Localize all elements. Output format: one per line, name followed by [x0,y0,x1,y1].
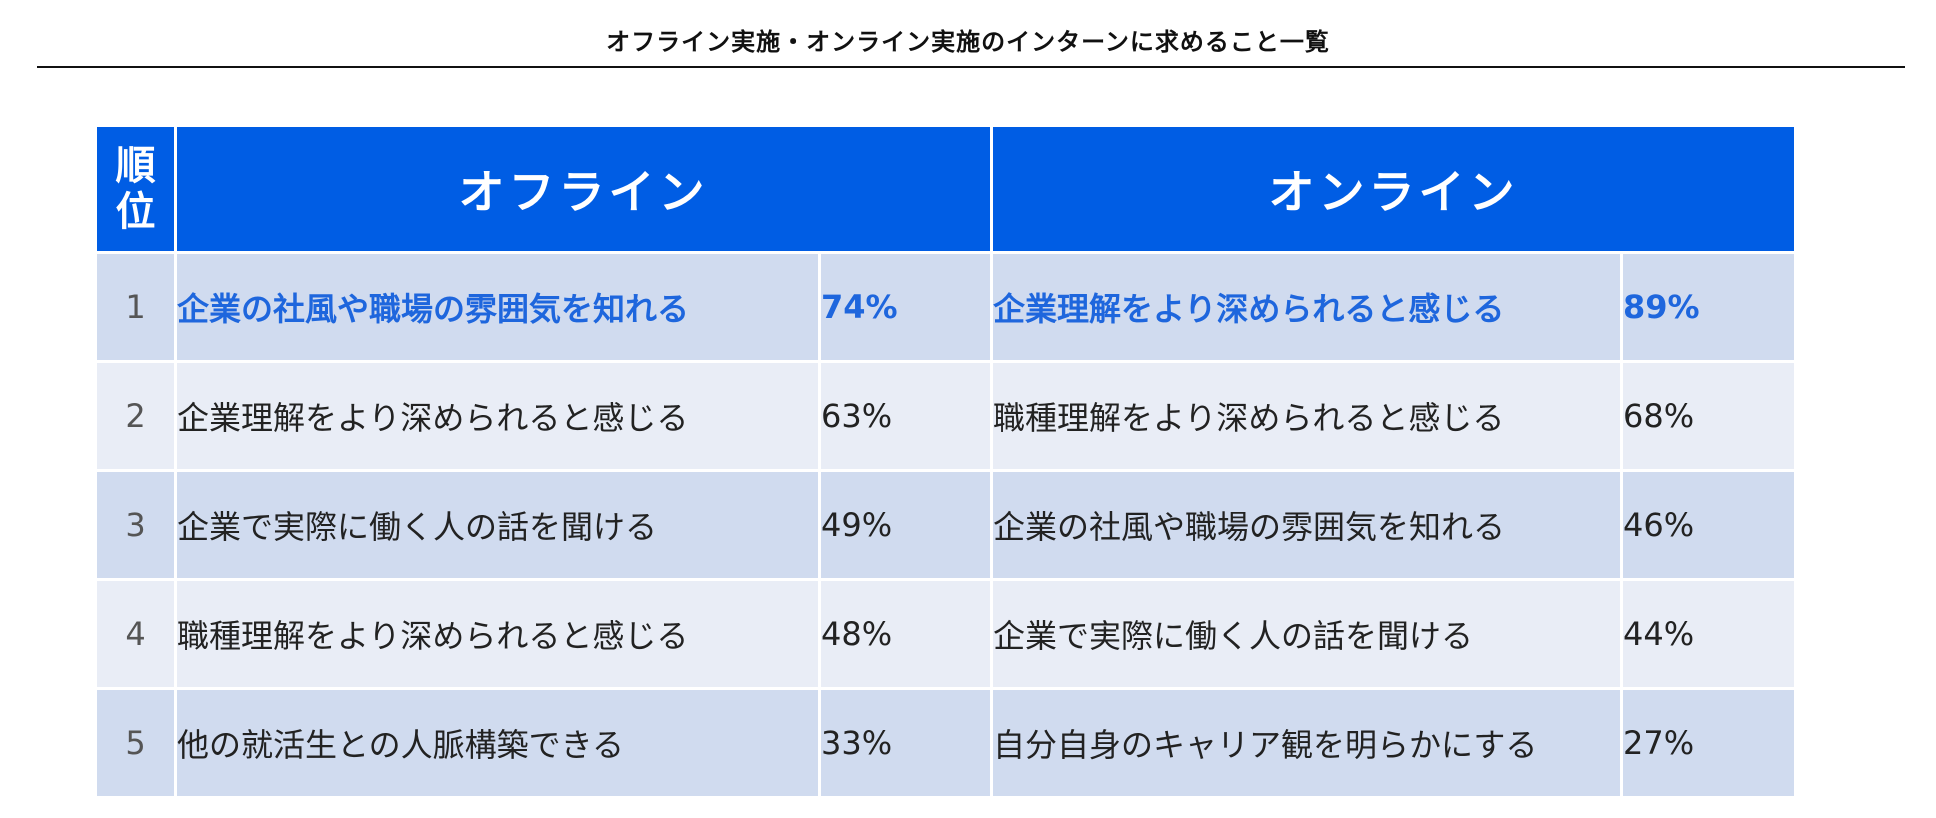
offline-item-cell: 企業理解をより深められると感じる [174,360,821,472]
table-row: 3 企業で実際に働く人の話を聞ける 49% 企業の社風や職場の雰囲気を知れる 4… [94,469,1797,581]
offline-item-cell: 職種理解をより深められると感じる [174,578,821,690]
table-row: 4 職種理解をより深められると感じる 48% 企業で実際に働く人の話を聞ける 4… [94,578,1797,690]
ranking-table: 順位 オフライン オンライン 1 企業の社風や職場の雰囲気を知れる 74% 企業… [94,124,1797,799]
offline-percent-cell: 63% [818,360,993,472]
offline-percent-cell: 48% [818,578,993,690]
table-row: 5 他の就活生との人脈構築できる 33% 自分自身のキャリア観を明らかにする 2… [94,687,1797,799]
online-item-cell: 企業で実際に働く人の話を聞ける [990,578,1623,690]
page-title: オフライン実施・オンライン実施のインターンに求めること一覧 [606,28,1330,56]
table-header-row: 順位 オフライン オンライン [94,124,1797,254]
online-column-header: オンライン [990,124,1797,254]
offline-percent-cell: 74% [818,251,993,363]
online-percent-cell: 27% [1620,687,1797,799]
rank-cell: 5 [94,687,177,799]
offline-column-header: オフライン [174,124,993,254]
offline-item-cell: 他の就活生との人脈構築できる [174,687,821,799]
online-item-cell: 企業理解をより深められると感じる [990,251,1623,363]
online-percent-cell: 44% [1620,578,1797,690]
table-row: 2 企業理解をより深められると感じる 63% 職種理解をより深められると感じる … [94,360,1797,472]
offline-item-cell: 企業で実際に働く人の話を聞ける [174,469,821,581]
online-item-cell: 自分自身のキャリア観を明らかにする [990,687,1623,799]
rank-column-header: 順位 [94,124,177,254]
offline-percent-cell: 49% [818,469,993,581]
title-divider [37,66,1905,68]
online-percent-cell: 46% [1620,469,1797,581]
offline-percent-cell: 33% [818,687,993,799]
online-item-cell: 職種理解をより深められると感じる [990,360,1623,472]
rank-cell: 1 [94,251,177,363]
table-row: 1 企業の社風や職場の雰囲気を知れる 74% 企業理解をより深められると感じる … [94,251,1797,363]
rank-cell: 4 [94,578,177,690]
offline-item-cell: 企業の社風や職場の雰囲気を知れる [174,251,821,363]
online-percent-cell: 89% [1620,251,1797,363]
online-item-cell: 企業の社風や職場の雰囲気を知れる [990,469,1623,581]
rank-cell: 3 [94,469,177,581]
online-percent-cell: 68% [1620,360,1797,472]
rank-cell: 2 [94,360,177,472]
